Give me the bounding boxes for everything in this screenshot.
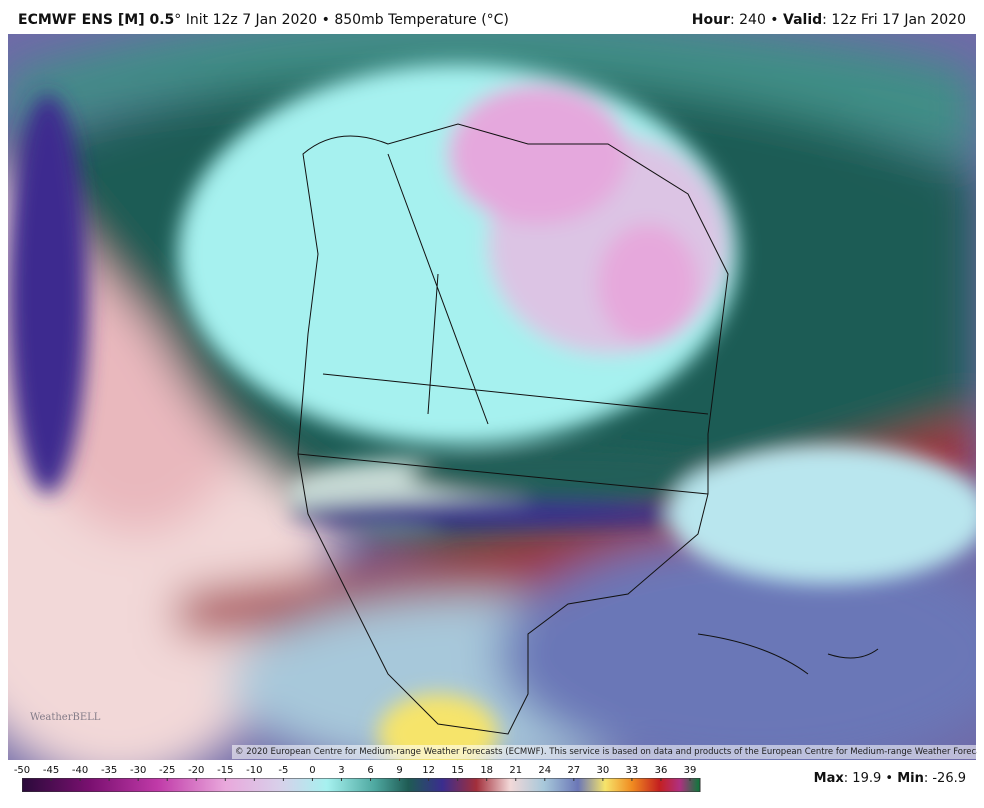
colorbar-tick-label: 39	[683, 765, 697, 776]
colorbar-tick-label: 0	[309, 765, 316, 776]
model-name: ECMWF ENS [M] 0.5	[18, 12, 175, 28]
colorbar-tick-label: 33	[625, 765, 639, 776]
hour-label: Hour	[691, 12, 730, 28]
max-label: Max	[813, 771, 844, 786]
hour-value: : 240 •	[729, 12, 784, 28]
run-info: ° Init 12z 7 Jan 2020 • 850mb Temperatur…	[174, 12, 509, 28]
colorbar-gradient	[22, 778, 701, 792]
max-min: Max: 19.9 • Min: -26.9	[814, 771, 966, 786]
colorbar-tick-label: 6	[367, 765, 374, 776]
colorbar-tick-label: 18	[480, 765, 494, 776]
min-value: -26.9	[932, 771, 966, 786]
separator: •	[881, 771, 898, 786]
colorbar-tick-label: 21	[509, 765, 523, 776]
header-left: ECMWF ENS [M] 0.5° Init 12z 7 Jan 2020 •…	[18, 12, 509, 28]
colorbar-tick-label: 36	[654, 765, 668, 776]
colorbar-tick-label: 3	[338, 765, 345, 776]
colorbar	[22, 778, 701, 792]
colorbar-tick-label: -15	[217, 765, 234, 776]
min-label: Min	[897, 771, 924, 786]
colorbar-tick-label: -45	[42, 765, 60, 776]
copyright: © 2020 European Centre for Medium-range …	[232, 745, 977, 759]
colorbar-tick-label: 24	[538, 765, 552, 776]
logo: WeatherBELL	[30, 712, 101, 723]
colon: :	[923, 771, 933, 786]
colorbar-tick-label: -40	[71, 765, 89, 776]
colorbar-tick-label: 30	[596, 765, 610, 776]
colon: :	[843, 771, 853, 786]
colorbar-tick-label: 9	[396, 765, 403, 776]
colorbar-tick-label: -5	[278, 765, 289, 776]
colorbar-tick-label: -35	[100, 765, 118, 776]
colorbar-tick-label: 15	[451, 765, 465, 776]
max-value: 19.9	[852, 771, 882, 786]
colorbar-tick-label: -50	[13, 765, 31, 776]
colorbar-tick-label: -25	[159, 765, 176, 776]
temperature-map	[8, 34, 976, 760]
valid-label: Valid	[783, 12, 823, 28]
colorbar-tick-label: 12	[422, 765, 435, 776]
header-right: Hour: 240 • Valid: 12z Fri 17 Jan 2020	[692, 12, 966, 28]
colorbar-tick-label: 27	[567, 765, 581, 776]
valid-value: : 12z Fri 17 Jan 2020	[822, 12, 966, 28]
colorbar-tick-label: -20	[188, 765, 205, 776]
colorbar-tick-label: -10	[246, 765, 263, 776]
colorbar-tick-label: -30	[130, 765, 147, 776]
